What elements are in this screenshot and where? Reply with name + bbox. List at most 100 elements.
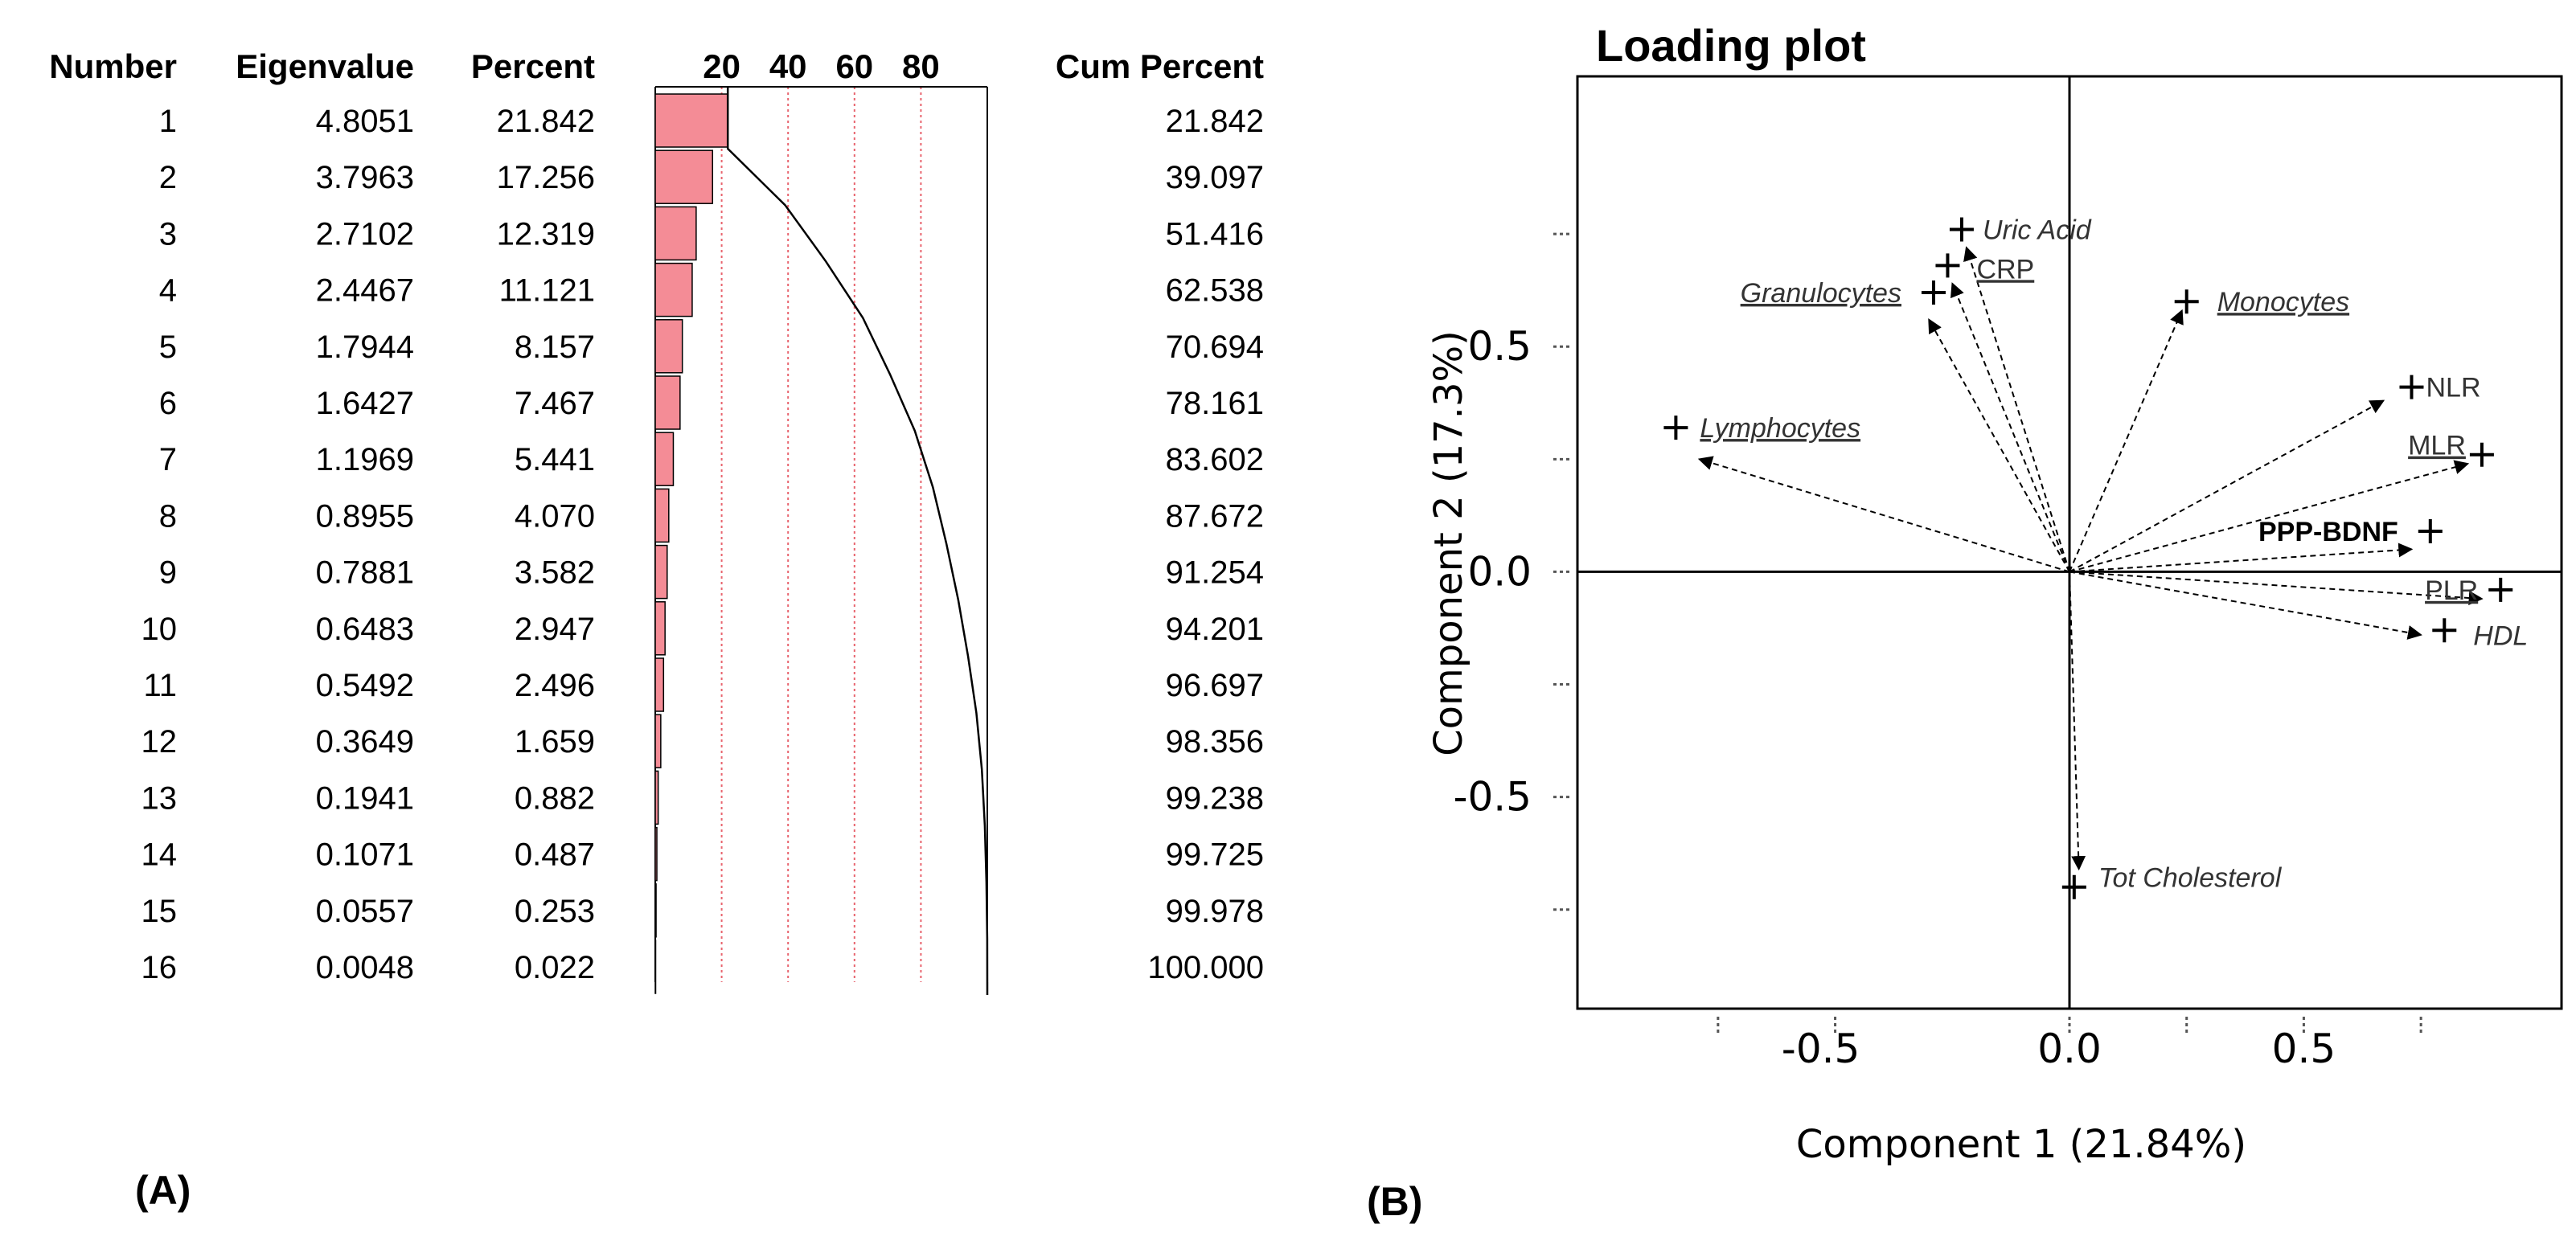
loading-plot-title: Loading plot [1596, 20, 1866, 71]
row-8-number: 8 [159, 498, 177, 534]
loading-point-monocytes [2174, 289, 2199, 314]
loading-arrow-crp [1950, 282, 2070, 572]
header-percent: Percent [471, 47, 595, 85]
row-2-percent: 17.256 [497, 160, 595, 195]
loading-point-lymphocytes [1663, 416, 1688, 440]
percent-bar-14 [654, 826, 658, 882]
bar-axis-tick-60: 60 [835, 47, 873, 85]
row-8-eigenvalue: 0.8955 [316, 498, 414, 534]
percent-bar-16 [654, 940, 657, 994]
y-tick-label-1: 0.0 [1467, 548, 1532, 595]
row-4-cum-percent: 62.538 [1166, 273, 1264, 309]
percent-bar-10 [654, 601, 666, 656]
row-16-eigenvalue: 0.0048 [316, 950, 414, 985]
row-13-number: 13 [142, 780, 178, 816]
x-tick-label-2: 0.5 [2272, 1026, 2336, 1072]
row-1-cum-percent: 21.842 [1166, 104, 1264, 139]
row-5-number: 5 [159, 330, 177, 365]
loading-label-lymphocytes: Lymphocytes [1700, 413, 1860, 444]
loading-arrow-nlr [2069, 399, 2385, 573]
row-7-number: 7 [159, 442, 177, 477]
header-eigenvalue: Eigenvalue [236, 47, 414, 85]
panel-b-loading-plot: Loading plot -0.5 0.0 0.5 0.5 0.0 -0.5 Componen… [1426, 20, 2563, 1167]
row-7-cum-percent: 83.602 [1166, 442, 1264, 477]
row-1-number: 1 [159, 104, 177, 139]
row-10-percent: 2.947 [515, 612, 595, 647]
row-16-cum-percent: 100.000 [1147, 950, 1264, 985]
row-15-eigenvalue: 0.0557 [316, 894, 414, 929]
loading-label-plr: PLR [2425, 575, 2478, 606]
row-6-eigenvalue: 1.6427 [316, 386, 414, 421]
loading-arrow-ppp-bdnf [2069, 543, 2414, 573]
row-14-number: 14 [142, 837, 178, 873]
row-4-number: 4 [159, 273, 177, 309]
cumulative-percent-curve [726, 86, 989, 996]
row-15-percent: 0.253 [515, 894, 595, 929]
percent-bar-2 [654, 149, 714, 204]
row-16-percent: 0.022 [515, 950, 595, 985]
row-2-eigenvalue: 3.7963 [316, 160, 414, 195]
row-7-percent: 5.441 [515, 442, 595, 477]
row-12-number: 12 [142, 724, 178, 760]
row-2-number: 2 [159, 160, 177, 195]
row-1-eigenvalue: 4.8051 [316, 104, 414, 139]
row-14-percent: 0.487 [515, 837, 595, 873]
row-3-cum-percent: 51.416 [1166, 216, 1264, 252]
loading-point-ppp-bdnf [2418, 518, 2443, 543]
row-15-cum-percent: 99.978 [1166, 894, 1264, 929]
percent-bar-12 [654, 714, 662, 768]
loading-point-granulocytes [1921, 280, 1946, 305]
row-3-percent: 12.319 [497, 216, 595, 252]
loading-label-crp: CRP [1976, 254, 2034, 285]
row-16-number: 16 [142, 950, 178, 985]
row-10-eigenvalue: 0.6483 [316, 612, 414, 647]
y-axis-title: Component 2 (17.3%) [1426, 330, 1471, 756]
row-4-percent: 11.121 [499, 273, 595, 309]
percent-bar-4 [654, 262, 693, 317]
loading-point-tot-cholesterol [2061, 874, 2086, 899]
row-8-percent: 4.070 [515, 498, 595, 534]
percent-bar-9 [654, 544, 668, 600]
bar-axis-tick-80: 80 [902, 47, 940, 85]
loading-arrow-granulocytes [1928, 318, 2070, 572]
y-tick-label-0: 0.5 [1467, 323, 1532, 370]
row-9-percent: 3.582 [515, 555, 595, 591]
header-number: Number [49, 47, 177, 85]
row-13-cum-percent: 99.238 [1166, 780, 1264, 816]
percent-bar-1 [654, 93, 728, 148]
percent-bar-7 [654, 432, 675, 486]
loading-label-nlr: NLR [2426, 373, 2480, 403]
loading-label-mlr: MLR [2408, 431, 2466, 461]
row-3-number: 3 [159, 216, 177, 252]
percent-bar-5 [654, 319, 683, 374]
x-tick-label-1: 0.0 [2037, 1026, 2102, 1072]
loading-point-hdl [2432, 618, 2457, 643]
row-5-cum-percent: 70.694 [1166, 330, 1264, 365]
row-12-cum-percent: 98.356 [1166, 724, 1264, 760]
row-13-eigenvalue: 0.1941 [316, 780, 414, 816]
bar-axis-tick-40: 40 [769, 47, 807, 85]
percent-bar-13 [654, 770, 659, 825]
panel-label-a: (A) [135, 1168, 191, 1213]
row-6-cum-percent: 78.161 [1166, 386, 1264, 421]
row-12-eigenvalue: 0.3649 [316, 724, 414, 760]
loading-arrow-plr [2069, 571, 2484, 605]
loading-label-monocytes: Monocytes [2217, 287, 2349, 317]
loading-arrow-mlr [2069, 460, 2470, 573]
x-tick-label-0: -0.5 [1782, 1026, 1860, 1072]
row-2-cum-percent: 39.097 [1166, 160, 1264, 195]
panel-label-b: (B) [1367, 1179, 1422, 1224]
row-7-eigenvalue: 1.1969 [316, 442, 414, 477]
loading-arrow-hdl [2069, 571, 2422, 640]
y-tick-label-2: -0.5 [1453, 774, 1532, 821]
percent-bar-11 [654, 657, 665, 712]
percent-bar-6 [654, 375, 681, 430]
bar-axis-tick-20: 20 [703, 47, 740, 85]
row-9-eigenvalue: 0.7881 [316, 555, 414, 591]
loading-label-granulocytes: Granulocytes [1741, 278, 1901, 309]
loading-arrow-monocytes [2069, 309, 2184, 572]
row-11-eigenvalue: 0.5492 [316, 668, 414, 703]
row-9-number: 9 [159, 555, 177, 591]
row-10-number: 10 [142, 612, 178, 647]
